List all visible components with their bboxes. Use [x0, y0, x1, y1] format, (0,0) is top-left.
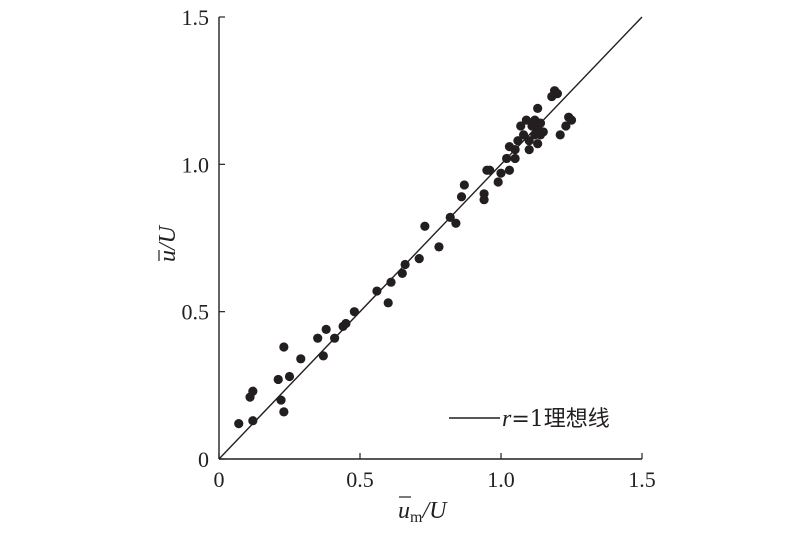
data-point	[566, 115, 577, 125]
y-label-symbol: u	[155, 250, 181, 262]
ideal-line-group	[218, 16, 643, 460]
data-point	[502, 153, 512, 164]
data-point	[493, 177, 503, 187]
data-point	[273, 374, 283, 385]
data-point	[321, 324, 331, 334]
ideal-line	[218, 16, 643, 460]
x-label-suffix: /U	[420, 498, 448, 524]
data-point	[524, 145, 534, 155]
x-label-subscript: m	[410, 509, 423, 526]
data-point	[284, 371, 295, 382]
data-point	[524, 136, 534, 146]
data-point	[276, 395, 286, 405]
data-point	[400, 259, 410, 270]
data-point	[521, 115, 531, 125]
data-point	[330, 333, 340, 343]
data-point	[234, 419, 244, 429]
data-point	[279, 407, 289, 417]
x-tick-label: 0	[214, 467, 225, 492]
data-point	[318, 351, 328, 361]
data-point	[248, 416, 258, 426]
y-tick-label: 1.5	[182, 5, 210, 30]
data-point	[485, 165, 495, 175]
data-point	[496, 168, 506, 178]
legend-label: =1理想线	[511, 407, 609, 432]
y-label-suffix: /U	[155, 224, 181, 252]
data-point	[538, 127, 548, 137]
data-point	[510, 153, 520, 164]
y-tick-label: 0.5	[182, 300, 210, 325]
data-point	[555, 130, 565, 140]
data-point	[313, 333, 323, 343]
data-point	[349, 307, 359, 317]
svg-text:u/U: u/U	[155, 224, 181, 262]
data-point	[341, 318, 351, 329]
x-tick-label: 0.5	[346, 467, 374, 492]
x-label-symbol: u	[398, 498, 410, 524]
data-point	[372, 286, 382, 296]
data-point	[552, 89, 563, 99]
data-point	[397, 268, 407, 278]
data-point	[459, 180, 469, 190]
data-point	[518, 130, 529, 140]
svg-text:um/U: um/U	[398, 498, 448, 526]
x-tick-label: 1.0	[487, 467, 515, 492]
x-tick-label: 1.5	[628, 467, 656, 492]
tick-labels: 0 0.5 1.0 1.5 0 0.5 1.0 1.5	[182, 5, 656, 492]
data-point	[535, 118, 546, 128]
data-point	[504, 165, 515, 175]
data-point	[510, 145, 520, 155]
data-point	[456, 192, 467, 202]
y-tick-label: 0	[198, 447, 209, 472]
x-axis-label: um/U	[398, 496, 448, 526]
data-point	[386, 277, 396, 287]
data-point	[479, 189, 489, 199]
y-tick-label: 1.0	[182, 152, 210, 177]
data-points	[234, 86, 577, 429]
data-point	[445, 212, 455, 222]
data-point	[420, 221, 430, 231]
legend-variable: r	[502, 406, 512, 432]
data-point	[533, 139, 543, 149]
data-point	[434, 242, 444, 252]
data-point	[451, 218, 461, 228]
data-point	[248, 386, 258, 396]
legend: r=1理想线	[449, 406, 610, 432]
data-point	[516, 121, 526, 131]
data-point	[383, 298, 393, 308]
data-point	[279, 342, 289, 352]
svg-text:r=1理想线: r=1理想线	[502, 406, 610, 432]
axes	[218, 16, 643, 460]
data-point	[414, 254, 424, 264]
data-point	[513, 136, 523, 146]
y-axis-label: u/U	[155, 224, 181, 262]
data-point	[561, 121, 571, 131]
data-point	[533, 103, 543, 113]
data-point	[296, 354, 306, 364]
